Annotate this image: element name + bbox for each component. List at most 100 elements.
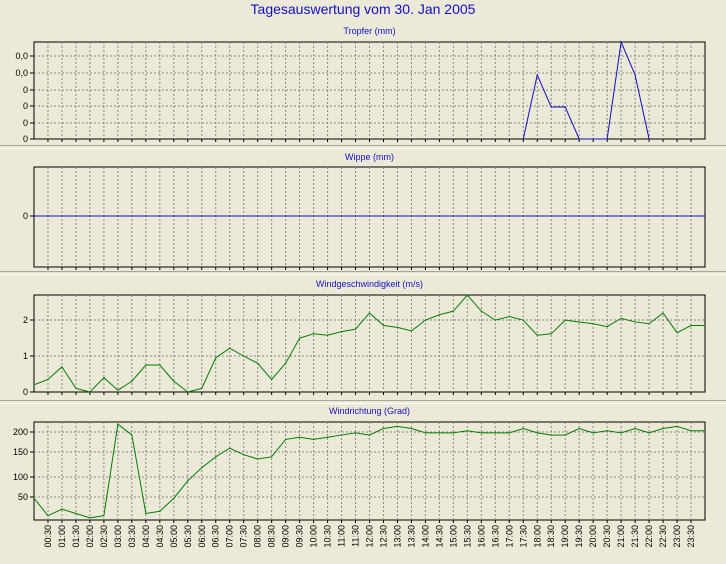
- data-point: [578, 321, 580, 323]
- data-point: [536, 74, 538, 76]
- data-point: [634, 74, 636, 76]
- x-tick-label: 12:30: [378, 525, 388, 548]
- data-point: [103, 377, 105, 379]
- y-tick-label: 0: [23, 387, 28, 397]
- main-title: Tagesauswertung vom 30. Jan 2005: [250, 1, 476, 17]
- x-tick-label: 22:30: [658, 525, 668, 548]
- data-point: [201, 467, 203, 469]
- data-point: [215, 456, 217, 458]
- data-point: [117, 389, 119, 391]
- x-tick-label: 20:30: [602, 525, 612, 548]
- data-point: [89, 391, 91, 393]
- x-tick-label: 19:00: [560, 525, 570, 548]
- data-point: [662, 312, 664, 314]
- x-tick-label: 18:30: [546, 525, 556, 548]
- x-tick-label: 11:00: [337, 525, 347, 547]
- y-tick-label: 150: [13, 447, 28, 457]
- data-point: [410, 427, 413, 430]
- data-point: [606, 430, 608, 432]
- data-point: [648, 323, 650, 325]
- data-point: [606, 326, 608, 328]
- data-point: [271, 378, 273, 381]
- data-point: [550, 333, 552, 335]
- data-point: [145, 364, 147, 366]
- data-point: [103, 515, 105, 517]
- x-tick-label: 19:30: [574, 525, 584, 548]
- data-point: [606, 138, 608, 140]
- data-point: [424, 319, 427, 321]
- data-point: [564, 319, 566, 321]
- data-point: [634, 427, 636, 430]
- data-point: [285, 438, 287, 441]
- x-tick-label: 12:00: [365, 525, 375, 548]
- data-point: [452, 432, 454, 434]
- x-tick-label: 23:00: [672, 525, 682, 548]
- data-point: [215, 357, 217, 359]
- panel-title: Windgeschwindigkeit (m/s): [316, 279, 423, 289]
- data-point: [257, 362, 259, 364]
- x-tick-label: 01:00: [57, 525, 67, 548]
- data-point: [47, 515, 49, 517]
- data-point: [592, 138, 594, 140]
- data-point: [117, 423, 119, 425]
- data-point: [243, 454, 245, 456]
- x-tick-label: 17:30: [518, 525, 528, 548]
- data-point: [620, 41, 622, 43]
- data-point: [229, 347, 231, 349]
- data-point: [354, 432, 357, 434]
- data-point: [396, 425, 399, 427]
- data-point: [564, 106, 566, 108]
- data-point: [438, 432, 440, 434]
- x-tick-label: 16:00: [476, 525, 486, 548]
- panel-separator: [0, 271, 726, 275]
- x-tick-label: 14:30: [434, 525, 444, 548]
- x-tick-label: 05:00: [169, 525, 179, 548]
- y-tick-label: 0,0: [15, 51, 28, 61]
- data-point: [452, 310, 454, 312]
- data-point: [690, 430, 692, 432]
- y-tick-label: 0: [23, 101, 28, 111]
- x-tick-label: 10:00: [309, 525, 319, 548]
- data-point: [368, 312, 371, 314]
- data-point: [536, 334, 538, 336]
- data-point: [201, 387, 203, 390]
- data-point: [131, 380, 133, 382]
- panel-title: Windrichtung (Grad): [329, 406, 410, 416]
- data-point: [522, 319, 524, 321]
- data-point: [299, 337, 301, 339]
- y-tick-label: 2: [23, 315, 28, 325]
- data-point: [33, 384, 35, 386]
- data-point: [271, 456, 273, 458]
- data-point: [564, 434, 566, 436]
- data-point: [159, 364, 161, 366]
- y-tick-label: 200: [13, 427, 28, 437]
- data-point: [620, 317, 622, 319]
- y-tick-label: 50: [18, 492, 28, 502]
- series-line: [522, 40, 650, 140]
- panel-separator: [0, 400, 726, 404]
- data-point: [326, 436, 329, 438]
- data-point: [550, 434, 552, 436]
- data-point: [508, 432, 510, 434]
- data-point: [494, 432, 496, 434]
- panel-title: Wippe (mm): [345, 152, 394, 162]
- data-point: [326, 334, 329, 336]
- data-point: [508, 315, 510, 318]
- x-tick-label: 11:30: [351, 525, 361, 547]
- data-point: [382, 427, 385, 430]
- data-point: [243, 355, 245, 357]
- data-point: [396, 326, 399, 328]
- data-point: [676, 425, 678, 427]
- x-tick-label: 16:30: [490, 525, 500, 548]
- data-point: [522, 427, 524, 430]
- data-point: [438, 314, 440, 316]
- data-point: [340, 331, 343, 333]
- x-tick-label: 18:00: [532, 525, 542, 548]
- data-point: [648, 138, 650, 140]
- data-point: [61, 508, 63, 510]
- x-tick-label: 17:00: [504, 525, 514, 548]
- y-tick-label: 0: [23, 85, 28, 95]
- data-point: [33, 497, 35, 499]
- data-point: [229, 447, 231, 449]
